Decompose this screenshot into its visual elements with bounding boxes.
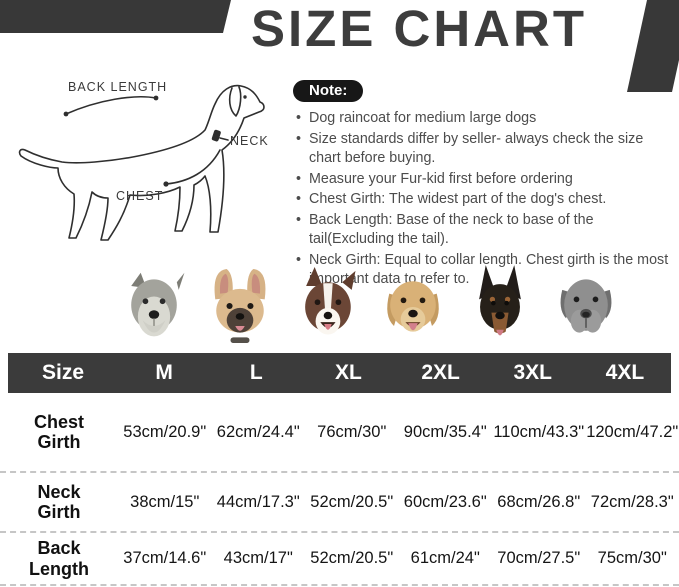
note-list: Dog raincoat for medium large dogs Size … <box>293 109 679 289</box>
table-cell: 60cm/23.6" <box>403 492 487 511</box>
table-cell: 120cm/47.2" <box>586 422 679 441</box>
dog-photos-row <box>116 258 624 350</box>
dog-photo-doberman <box>478 265 521 336</box>
table-cell: 72cm/28.3" <box>590 492 674 511</box>
dog-ear-path <box>228 86 242 117</box>
neck-label: NECK <box>230 134 269 148</box>
back-length-measure-line <box>65 95 157 115</box>
header-cell-xl: XL <box>334 361 362 384</box>
table-cell: 43cm/17" <box>223 549 293 567</box>
header-cell-m: M <box>155 361 173 384</box>
note-section: Note: Dog raincoat for medium large dogs… <box>293 80 679 291</box>
banner-right-shape <box>627 0 679 92</box>
back-length-start-dot <box>63 111 69 117</box>
dog-photo-border-collie <box>304 267 356 335</box>
table-row-back-length: Back Length 37cm/14.6" 43cm/17" 52cm/20.… <box>0 533 679 586</box>
table-cell: 52cm/20.5" <box>310 549 394 567</box>
size-table-header: Size M L XL 2XL 3XL 4XL <box>8 353 671 393</box>
dog-outline-illustration: BACK LENGTH NECK CHEST <box>18 80 269 241</box>
banner-left-shape <box>0 0 231 33</box>
neck-pointer-line <box>219 137 229 141</box>
header-cell-size: Size <box>41 361 85 384</box>
note-item: Dog raincoat for medium large dogs <box>293 109 679 128</box>
dog-measurement-diagram: BACK LENGTH NECK CHEST <box>8 58 294 258</box>
dog-photo-great-dane <box>560 279 612 333</box>
chest-measure-line <box>165 149 221 185</box>
header-cell-2xl: 2XL <box>421 361 460 384</box>
chest-label: CHEST <box>116 189 163 203</box>
chest-measure-dot <box>163 181 169 187</box>
table-cell: 37cm/14.6" <box>123 549 207 567</box>
table-cell: 52cm/20.5" <box>310 492 394 511</box>
size-table-body: Chest Girth 53cm/20.9" 62cm/24.4" 76cm/3… <box>0 393 679 586</box>
dog-eye-dot <box>243 95 247 99</box>
table-cell: 53cm/20.9" <box>123 422 207 441</box>
dog-photo-golden-retriever <box>387 281 439 332</box>
note-item: Measure your Fur-kid first before orderi… <box>293 170 679 189</box>
table-row-chest-girth: Chest Girth 53cm/20.9" 62cm/24.4" 76cm/3… <box>0 393 679 473</box>
table-cell: 61cm/24" <box>410 549 480 567</box>
header-cell-l: L <box>249 361 263 384</box>
header-cell-4xl: 4XL <box>605 361 645 384</box>
table-cell: 90cm/35.4" <box>403 422 487 441</box>
row-label: Neck Girth <box>37 481 81 522</box>
back-length-end-dot <box>153 95 159 101</box>
row-label: Back Length <box>29 538 89 579</box>
note-item: Size standards differ by seller- always … <box>293 130 679 168</box>
table-cell: 38cm/15" <box>130 492 200 511</box>
table-cell: 76cm/30" <box>317 422 387 441</box>
table-cell: 110cm/43.3" <box>493 422 585 441</box>
table-cell: 75cm/30" <box>597 549 667 567</box>
dog-photo-french-bulldog <box>214 268 266 344</box>
back-length-label: BACK LENGTH <box>68 80 167 94</box>
dog-body-path <box>18 84 265 241</box>
note-item: Chest Girth: The widest part of the dog'… <box>293 190 679 209</box>
page-title: SIZE CHART <box>251 0 587 57</box>
header-cell-3xl: 3XL <box>513 361 552 384</box>
table-row-neck-girth: Neck Girth 38cm/15" 44cm/17.3" 52cm/20.5… <box>0 473 679 533</box>
table-cell: 70cm/27.5" <box>497 549 581 567</box>
neck-collar-marker <box>211 129 221 142</box>
note-badge: Note: <box>293 80 364 102</box>
table-cell: 44cm/17.3" <box>216 492 300 511</box>
dog-photo-schnauzer <box>131 272 185 337</box>
table-cell: 62cm/24.4" <box>216 422 300 441</box>
table-cell: 68cm/26.8" <box>497 492 581 511</box>
note-item: Back Length: Base of the neck to base of… <box>293 211 679 249</box>
row-label: Chest Girth <box>33 411 84 452</box>
